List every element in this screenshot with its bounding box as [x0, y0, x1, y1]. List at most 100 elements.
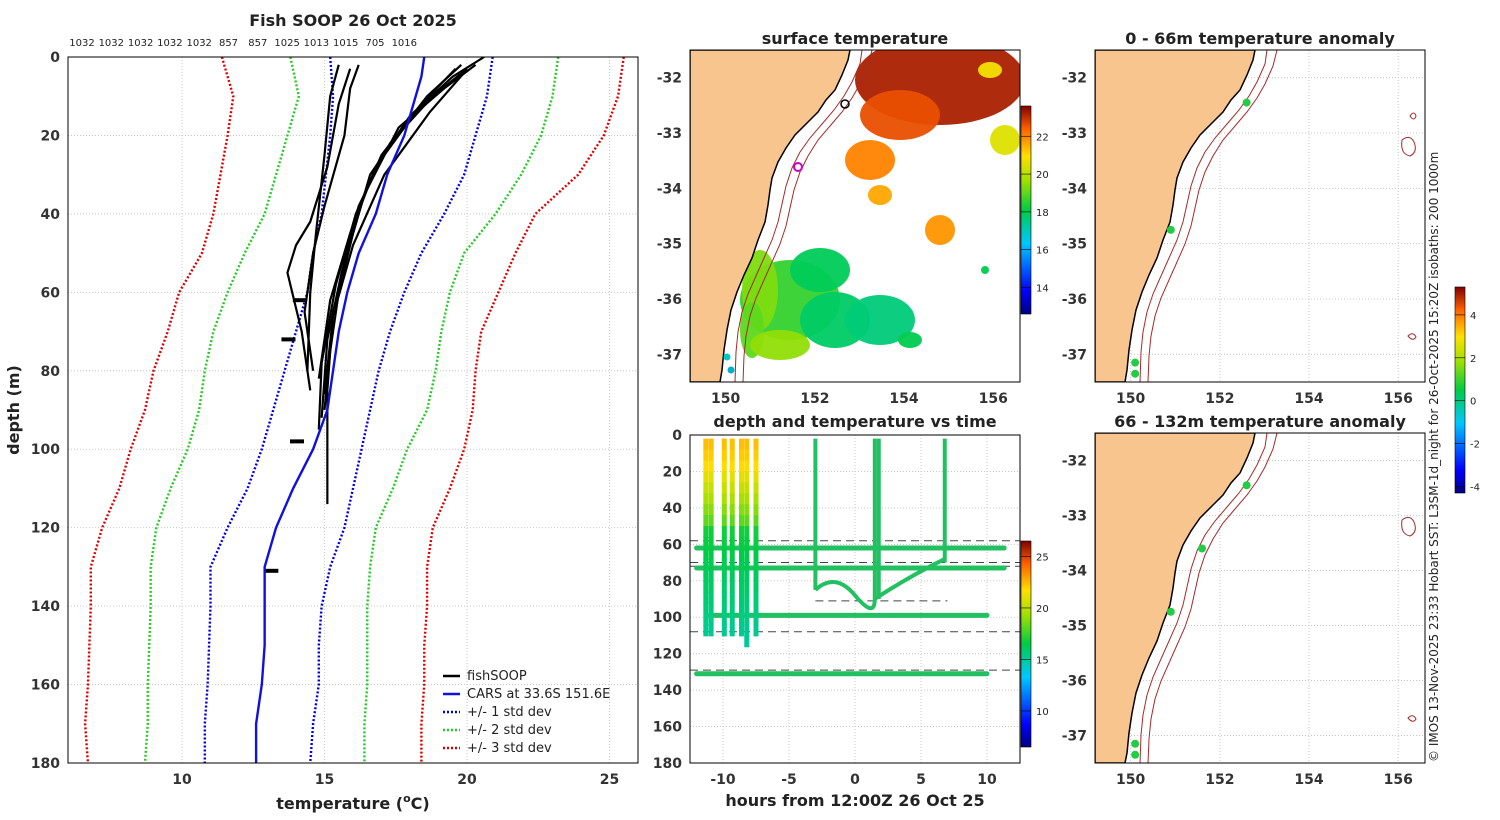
depth-time-ytick-label: 40	[663, 501, 683, 517]
profile-ytick-label: 60	[41, 285, 61, 301]
depth-time-cast-segment	[721, 558, 727, 571]
depth-time-cast-segment	[703, 526, 709, 538]
anomaly-colorbar-label: 4	[1470, 311, 1476, 322]
profile-top-label: 1032	[157, 38, 182, 49]
depth-time-cast-segment	[708, 471, 714, 484]
depth-time-cast-segment	[753, 515, 759, 528]
depth-time-cast-segment	[744, 449, 750, 462]
depth-time-cast-segment	[738, 460, 744, 473]
profile-cars-line	[254, 57, 426, 763]
profile-cars-line	[254, 57, 426, 763]
sst-frame	[689, 49, 1021, 383]
sst-heat-cell	[790, 248, 850, 292]
anomaly-point	[1131, 369, 1140, 378]
anomaly-colorbar	[1454, 286, 1466, 494]
profile-ytick-label: 180	[31, 756, 60, 772]
depth-time-cast-segment	[721, 460, 727, 473]
map-ytick-label: -33	[657, 126, 682, 142]
map-ytick-label: -34	[657, 181, 683, 197]
depth-time-ytick-label: 120	[653, 647, 682, 663]
anomaly-deep-land	[1095, 433, 1256, 763]
depth-time-cast-segment	[744, 504, 750, 517]
depth-time-xtick-label: 10	[977, 772, 997, 788]
sst-land	[690, 50, 851, 382]
depth-time-cast-segment	[738, 449, 744, 462]
map-xtick-label: 150	[1116, 391, 1145, 407]
depth-time-cast-segment	[721, 602, 727, 615]
depth-time-xtick-label: 5	[916, 772, 926, 788]
profile-ytick-label: 120	[31, 521, 60, 537]
depth-time-cast-segment	[703, 547, 709, 560]
profile-fishsoop-lines	[264, 57, 485, 573]
depth-time-cast-segment	[703, 613, 709, 626]
map-xtick-label: 152	[1205, 772, 1234, 788]
anomaly-shallow-land	[1095, 50, 1256, 382]
sst-ticks: 150 152 154 156 -32 -33 -34 -35 -36 -37	[657, 71, 1008, 407]
profile-legend-label: +/- 2 std dev	[467, 723, 552, 738]
sst-heat-cell	[845, 140, 895, 180]
anomaly-deep-seamount	[1401, 516, 1416, 537]
anomaly-point	[1166, 225, 1175, 234]
depth-time-colorbar-label: 25	[1036, 552, 1049, 563]
depth-time-cast-segment	[744, 438, 750, 451]
anomaly-point	[1242, 98, 1251, 107]
profile-ytick-label: 0	[50, 50, 60, 66]
depth-time-cast-segment	[708, 613, 714, 626]
depth-time-cast-segment	[703, 449, 709, 462]
depth-time-cast-segment	[744, 602, 750, 615]
depth-time-cast-segment	[744, 591, 750, 604]
depth-time-cast-segment	[738, 613, 744, 626]
depth-time-cast-segment	[729, 526, 735, 538]
profile-xlabel-degree: o	[403, 792, 411, 805]
sst-colorbar	[1020, 105, 1032, 315]
map-xtick-label: 150	[711, 391, 740, 407]
depth-time-cast-segment	[721, 580, 727, 593]
depth-time-cast-segment	[721, 547, 727, 560]
sst-heat-cell	[990, 125, 1020, 155]
depth-time-cast-segment	[753, 504, 759, 517]
depth-time-cast-segment	[753, 526, 759, 538]
profile-legend: fishSOOP CARS at 33.6S 151.6E +/- 1 std de…	[443, 669, 610, 756]
depth-time-cast-segment	[721, 537, 727, 549]
sst-colorbar-ticks: 14 16 18 20 22	[1021, 132, 1049, 295]
depth-time-ytick-label: 160	[653, 720, 682, 736]
depth-time-cast-segment	[729, 460, 735, 473]
anomaly-deep-map: 66 - 132m temperature anomaly 150 152 154 1…	[1062, 286, 1480, 788]
profile-ytick-label: 100	[31, 442, 60, 458]
profile-top-label: 857	[248, 38, 267, 49]
depth-time-cast-segment	[738, 526, 744, 538]
profile-top-label: 1032	[99, 38, 124, 49]
depth-time-cast-segment	[744, 558, 750, 571]
depth-time-cast-segment	[703, 515, 709, 528]
depth-time-cast-segment	[703, 460, 709, 473]
profile-xlabel: temperature (oC)	[276, 792, 429, 813]
anomaly-point	[1166, 607, 1175, 616]
map-xtick-label: 154	[1294, 772, 1323, 788]
depth-time-cast-segment	[721, 482, 727, 495]
depth-time-cast-segment	[729, 471, 735, 484]
sst-track-point	[723, 353, 731, 361]
profile-ytick-label: 20	[41, 128, 61, 144]
depth-time-cast-segment	[744, 624, 750, 637]
map-ytick-label: -36	[1062, 674, 1087, 690]
profile-ytick-label: 140	[31, 599, 60, 615]
depth-time-cast-segment	[708, 624, 714, 637]
depth-time-cast-segment	[744, 460, 750, 473]
depth-time-cast-segment	[738, 580, 744, 593]
depth-time-cast-segment	[738, 558, 744, 571]
map-ytick-label: -34	[1062, 181, 1088, 197]
depth-time-cast-segment	[738, 602, 744, 615]
profile-fishsoop-line	[326, 63, 477, 505]
depth-time-cast-segment	[703, 504, 709, 517]
depth-time-colorbar	[1020, 540, 1032, 748]
depth-time-cast-segment	[753, 460, 759, 473]
map-ytick-label: -35	[657, 237, 682, 253]
depth-time-cast-segment	[744, 482, 750, 495]
depth-time-colorbar-label: 20	[1036, 604, 1049, 615]
map-ytick-label: -37	[1062, 729, 1087, 745]
credit-text: © IMOS 13-Nov-2025 23:33 Hobart SST: L3S…	[1427, 152, 1441, 762]
depth-time-cast-segment	[729, 602, 735, 615]
anomaly-colorbar-label: -4	[1470, 483, 1480, 494]
depth-time-cast-segment	[744, 471, 750, 484]
